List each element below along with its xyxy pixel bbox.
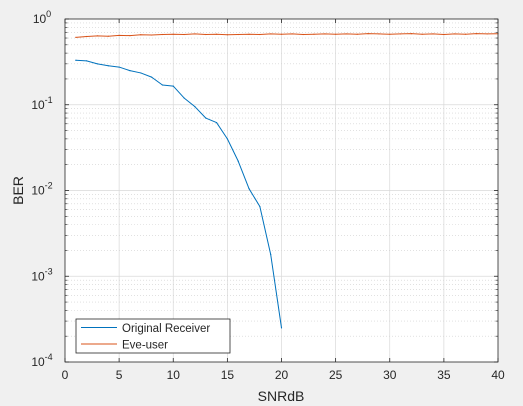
x-tick-label: 35 — [437, 368, 451, 382]
data-point-eve-user — [313, 33, 315, 35]
x-tick-label: 30 — [383, 368, 397, 382]
data-point-eve-user — [280, 33, 283, 35]
x-tick-label: 5 — [116, 368, 123, 382]
data-point-eve-user — [367, 33, 369, 35]
x-tick-label: 0 — [62, 368, 69, 382]
data-point-eve-user — [345, 33, 348, 35]
data-point-eve-user — [378, 33, 380, 35]
y-tick-labels: 10-4 10-3 10-2 10-1 100 — [31, 9, 52, 369]
data-point-eve-user — [324, 33, 326, 35]
series-line-original-receiver — [75, 59, 282, 328]
data-point-eve-user — [86, 35, 88, 38]
data-point-eve-user — [399, 33, 402, 35]
data-point-original-receiver — [151, 76, 153, 78]
legend-label-original-receiver: Original Receiver — [122, 323, 210, 335]
data-point-eve-user — [454, 33, 456, 35]
data-point-eve-user — [443, 33, 445, 36]
data-point-original-receiver — [248, 188, 250, 190]
x-tick-labels: 0 5 10 15 20 25 30 35 40 — [62, 368, 505, 382]
data-point-original-receiver — [140, 72, 142, 74]
data-point-eve-user — [205, 33, 207, 36]
data-point-eve-user — [107, 35, 109, 37]
data-point-original-receiver — [194, 106, 196, 108]
data-point-original-receiver — [183, 97, 185, 99]
data-point-eve-user — [183, 33, 185, 36]
data-point-eve-user — [172, 33, 174, 35]
data-point-original-receiver — [259, 205, 261, 208]
data-point-original-receiver — [107, 65, 109, 67]
data-point-original-receiver — [172, 85, 174, 87]
data-point-eve-user — [475, 33, 477, 35]
y-tick-label: 10-4 — [31, 352, 52, 369]
series-line-eve-user — [75, 33, 499, 38]
data-point-eve-user — [75, 36, 77, 39]
x-tick-label: 20 — [275, 368, 289, 382]
data-point-original-receiver — [226, 138, 228, 140]
data-point-original-receiver — [215, 121, 218, 124]
data-point-eve-user — [248, 33, 250, 35]
data-point-eve-user — [129, 35, 131, 37]
data-point-original-receiver — [280, 327, 283, 329]
data-point-eve-user — [140, 34, 142, 36]
legend-box — [75, 318, 231, 354]
y-axis-label: BER — [10, 176, 26, 205]
y-tick-label: 10-2 — [31, 181, 52, 198]
data-point-eve-user — [410, 33, 412, 35]
data-point-eve-user — [389, 33, 391, 35]
x-tick-label: 10 — [167, 368, 181, 382]
data-point-eve-user — [151, 34, 153, 36]
legend-label-eve-user: Eve-user — [122, 340, 168, 352]
data-point-original-receiver — [237, 160, 239, 162]
y-tick-label: 100 — [33, 9, 51, 26]
data-point-eve-user — [486, 33, 488, 35]
data-point-original-receiver — [118, 66, 120, 68]
data-point-eve-user — [237, 33, 239, 36]
data-point-eve-user — [259, 33, 261, 36]
data-point-eve-user — [302, 33, 304, 36]
legend: Original Receiver Eve-user — [75, 318, 231, 354]
data-point-eve-user — [335, 33, 337, 35]
x-tick-label: 40 — [491, 368, 505, 382]
data-point-original-receiver — [86, 60, 88, 62]
data-point-eve-user — [96, 35, 99, 37]
data-point-eve-user — [194, 33, 196, 35]
data-point-original-receiver — [75, 59, 77, 61]
data-point-original-receiver — [270, 253, 272, 255]
series-layer — [75, 33, 499, 329]
data-point-original-receiver — [205, 117, 207, 119]
data-point-eve-user — [161, 33, 164, 36]
data-point-original-receiver — [96, 63, 99, 65]
data-point-eve-user — [118, 34, 120, 36]
data-point-eve-user — [356, 33, 358, 35]
x-axis-label: SNRdB — [258, 388, 305, 404]
ticks — [64, 18, 499, 363]
data-point-eve-user — [215, 33, 218, 35]
data-point-eve-user — [291, 33, 293, 35]
data-point-eve-user — [421, 33, 423, 35]
x-tick-label: 15 — [221, 368, 235, 382]
data-point-eve-user — [432, 33, 434, 35]
data-point-eve-user — [226, 34, 228, 36]
data-point-eve-user — [270, 33, 272, 35]
data-point-original-receiver — [161, 84, 164, 86]
x-tick-label: 25 — [329, 368, 343, 382]
y-tick-label: 10-3 — [31, 266, 52, 283]
y-tick-label: 10-1 — [31, 95, 52, 112]
data-point-original-receiver — [129, 70, 131, 72]
data-point-eve-user — [464, 33, 467, 35]
